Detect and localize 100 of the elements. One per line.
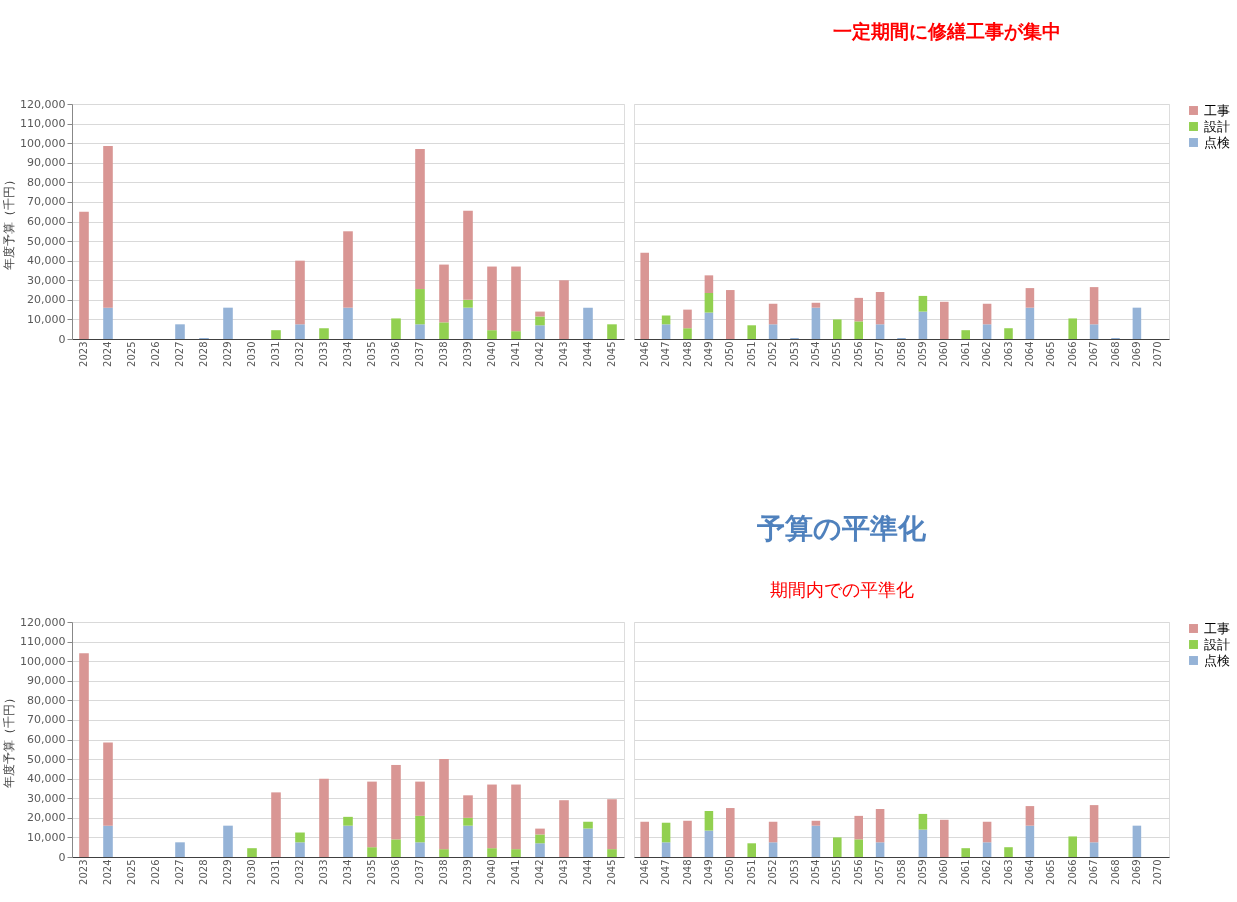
bar: [343, 231, 353, 308]
x-tick-label: 2048: [681, 859, 693, 885]
bar: [295, 842, 305, 857]
bar: [343, 816, 353, 826]
y-tick-label: 60,000: [27, 733, 66, 746]
legend-label: 点検: [1204, 134, 1230, 150]
bar: [704, 275, 714, 293]
bar: [747, 325, 756, 339]
bar: [343, 825, 353, 857]
bar: [661, 842, 671, 857]
bar: [854, 839, 863, 857]
y-tick-label: 10,000: [27, 312, 66, 326]
y-tick-label: 100,000: [20, 654, 66, 668]
bar: [439, 322, 449, 339]
x-tick-label: 2043: [558, 859, 569, 885]
y-tick-label: 20,000: [27, 811, 66, 825]
bar: [726, 808, 735, 857]
bar: [463, 299, 473, 308]
x-tick-label: 2060: [938, 859, 950, 885]
x-tick-label: 2058: [895, 341, 907, 367]
bar: [918, 311, 928, 339]
x-tick-label: 2035: [366, 341, 377, 367]
bar: [439, 849, 449, 857]
x-tick-label: 2053: [788, 859, 800, 885]
x-tick-label: 2027: [174, 341, 185, 367]
legend-label: 工事: [1204, 102, 1230, 118]
y-tick-label: 120,000: [20, 97, 66, 111]
bar: [103, 742, 113, 826]
y-tick-label: 70,000: [27, 713, 66, 727]
y-axis-title: 年度予算（千円）: [2, 174, 17, 270]
bar: [439, 264, 449, 323]
bar: [223, 825, 233, 857]
x-tick-label: 2054: [809, 341, 821, 367]
bar: [1089, 287, 1099, 325]
bar: [747, 843, 756, 857]
y-tick-label: 30,000: [27, 791, 66, 805]
x-tick-label: 2049: [702, 341, 714, 367]
bar: [683, 820, 692, 857]
x-tick-label: 2042: [534, 859, 545, 885]
x-tick-label: 2062: [981, 859, 993, 885]
bar: [367, 781, 377, 848]
y-tick-label: 110,000: [20, 117, 66, 131]
y-tick-label: 0: [58, 850, 66, 864]
y-tick-label: 100,000: [20, 136, 66, 150]
x-tick-label: 2040: [486, 859, 497, 885]
bar: [295, 324, 305, 339]
bar: [918, 813, 928, 830]
bar: [704, 312, 714, 339]
bar: [535, 834, 545, 844]
bar: [704, 830, 714, 857]
bar: [918, 295, 928, 312]
bar: [940, 301, 949, 339]
bar: [1132, 307, 1142, 339]
bar: [415, 815, 425, 843]
y-tick-label: 60,000: [27, 215, 66, 228]
x-tick-label: 2051: [745, 859, 757, 885]
x-tick-label: 2065: [1045, 859, 1057, 885]
bar: [918, 829, 928, 857]
bar: [683, 309, 692, 329]
x-tick-label: 2049: [702, 859, 714, 885]
text: 期間内での平準化: [769, 579, 914, 600]
x-tick-label: 2070: [1152, 341, 1164, 367]
bar: [415, 842, 425, 857]
bar: [487, 330, 497, 339]
y-tick-label: 90,000: [27, 156, 66, 170]
x-tick-label: 2026: [150, 341, 161, 367]
x-tick-label: 2048: [681, 341, 693, 367]
x-tick-label: 2037: [414, 341, 425, 367]
bar: [683, 328, 692, 339]
x-tick-label: 2032: [294, 341, 305, 367]
bar: [415, 149, 425, 290]
bar: [295, 260, 305, 325]
bar: [768, 324, 778, 339]
bar: [661, 822, 671, 843]
bar: [982, 821, 992, 843]
bar: [487, 266, 497, 331]
x-tick-label: 2051: [745, 341, 757, 367]
bar: [833, 319, 842, 339]
bar: [487, 848, 497, 857]
bar: [811, 302, 821, 308]
bar: [103, 825, 113, 857]
bar: [1068, 836, 1077, 857]
y-tick-label: 50,000: [27, 234, 66, 248]
x-tick-label: 2070: [1152, 859, 1164, 885]
bar: [875, 809, 885, 843]
bar: [1025, 307, 1035, 339]
bar: [391, 318, 401, 339]
x-tick-label: 2028: [198, 341, 209, 367]
legend-label: 工事: [1204, 620, 1230, 636]
bar: [511, 784, 521, 850]
y-tick-label: 80,000: [27, 693, 66, 707]
bar: [875, 324, 885, 339]
bar: [535, 316, 545, 326]
bar: [640, 821, 649, 857]
x-tick-label: 2025: [126, 341, 137, 367]
bar: [103, 146, 113, 308]
bar: [511, 849, 521, 857]
bar: [463, 795, 473, 818]
x-tick-label: 2067: [1088, 859, 1100, 885]
x-tick-label: 2031: [270, 859, 281, 885]
